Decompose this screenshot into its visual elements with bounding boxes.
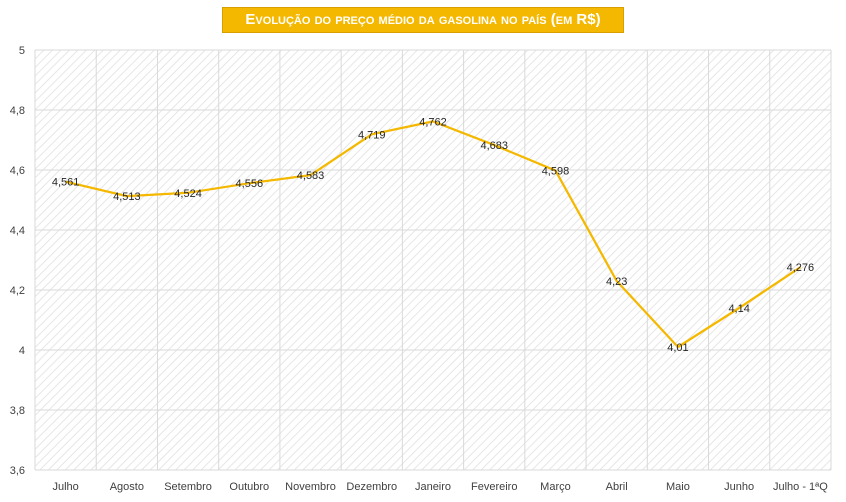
data-label: 4,598 bbox=[542, 166, 570, 178]
data-label: 4,14 bbox=[728, 303, 749, 315]
y-tick-label: 4,4 bbox=[10, 225, 25, 237]
data-label: 4,583 bbox=[297, 170, 325, 182]
y-tick-label: 4 bbox=[19, 345, 25, 357]
data-label: 4,276 bbox=[787, 262, 815, 274]
x-axis: Julho Agosto Setembro Outubro Novembro Dezemb… bbox=[52, 481, 828, 493]
y-axis: 3,6 3,8 4 4,2 4,4 4,6 4,8 5 bbox=[10, 45, 25, 477]
data-label: 4,762 bbox=[419, 116, 447, 128]
y-tick-label: 3,8 bbox=[10, 405, 25, 417]
x-tick-label: Agosto bbox=[110, 481, 144, 493]
plot-area bbox=[35, 50, 831, 470]
x-tick-label: Dezembro bbox=[346, 481, 397, 493]
gridlines bbox=[34, 49, 832, 471]
x-tick-label: Janeiro bbox=[415, 481, 451, 493]
x-tick-label: Julho bbox=[52, 481, 78, 493]
x-tick-label: Julho - 1ªQ bbox=[773, 481, 828, 493]
x-tick-label: Fevereiro bbox=[471, 481, 517, 493]
data-label: 4,561 bbox=[52, 177, 80, 189]
x-tick-label: Novembro bbox=[285, 481, 336, 493]
x-tick-label: Maio bbox=[666, 481, 690, 493]
data-label: 4,513 bbox=[113, 191, 141, 203]
x-tick-label: Setembro bbox=[164, 481, 212, 493]
data-label: 4,719 bbox=[358, 129, 386, 141]
data-labels: 4,561 4,513 4,524 4,556 4,583 4,719 4,762 4,683… bbox=[52, 116, 814, 354]
data-label: 4,01 bbox=[667, 342, 688, 354]
y-tick-label: 3,6 bbox=[10, 465, 25, 477]
y-tick-label: 4,6 bbox=[10, 165, 25, 177]
x-tick-label: Junho bbox=[724, 481, 754, 493]
data-label: 4,23 bbox=[606, 276, 627, 288]
y-tick-label: 4,2 bbox=[10, 285, 25, 297]
series-line bbox=[65, 120, 802, 349]
y-tick-label: 4,8 bbox=[10, 105, 25, 117]
data-label: 4,683 bbox=[480, 140, 508, 152]
y-tick-label: 5 bbox=[19, 45, 25, 57]
x-tick-label: Abril bbox=[606, 481, 628, 493]
chart-title: Evolução do preço médio da gasolina no p… bbox=[222, 7, 624, 33]
data-label: 4,556 bbox=[236, 178, 264, 190]
data-label: 4,524 bbox=[174, 188, 202, 200]
x-tick-label: Outubro bbox=[229, 481, 269, 493]
x-tick-label: Março bbox=[540, 481, 571, 493]
series-line-group bbox=[65, 120, 802, 349]
